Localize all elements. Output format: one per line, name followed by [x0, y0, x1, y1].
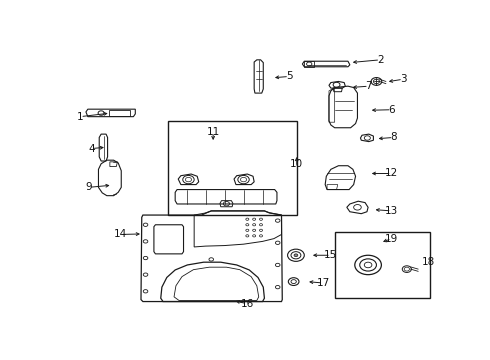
Text: 4: 4 — [88, 144, 95, 153]
Text: 10: 10 — [290, 159, 303, 169]
Text: 13: 13 — [385, 206, 398, 216]
Bar — [109, 110, 129, 116]
Text: 14: 14 — [114, 229, 127, 239]
Text: 11: 11 — [206, 127, 220, 137]
Text: 3: 3 — [400, 74, 406, 84]
Bar — [168, 121, 297, 215]
Text: 19: 19 — [385, 234, 398, 244]
Text: 7: 7 — [366, 81, 372, 91]
Text: 9: 9 — [85, 183, 92, 192]
Text: 1: 1 — [77, 112, 84, 122]
Circle shape — [294, 254, 298, 257]
Text: 15: 15 — [324, 250, 338, 260]
Text: 12: 12 — [385, 168, 398, 179]
Text: 2: 2 — [377, 55, 384, 65]
Text: 5: 5 — [286, 72, 293, 81]
Text: 17: 17 — [317, 278, 330, 288]
Text: 8: 8 — [390, 132, 397, 143]
Text: 16: 16 — [241, 299, 254, 309]
Text: 18: 18 — [422, 257, 436, 267]
Text: 6: 6 — [388, 105, 395, 115]
Bar — [335, 232, 430, 298]
